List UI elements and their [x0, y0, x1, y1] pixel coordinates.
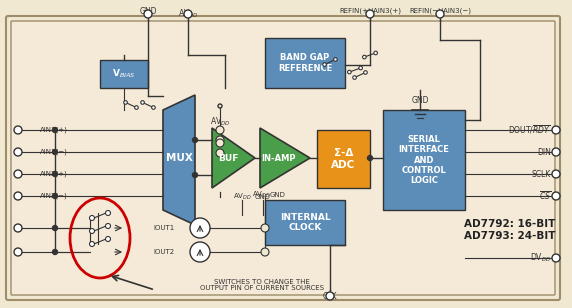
Circle shape [89, 229, 94, 233]
Circle shape [333, 58, 337, 61]
Circle shape [53, 172, 58, 176]
Text: GND: GND [255, 194, 271, 200]
Circle shape [348, 70, 351, 74]
Circle shape [14, 126, 22, 134]
Circle shape [105, 224, 110, 229]
FancyBboxPatch shape [6, 16, 560, 300]
Circle shape [14, 148, 22, 156]
Text: IN-AMP: IN-AMP [262, 153, 296, 163]
Circle shape [216, 126, 224, 134]
Text: CLK: CLK [323, 292, 337, 301]
Text: REFIN(+)/AIN3(+): REFIN(+)/AIN3(+) [339, 7, 401, 14]
Circle shape [552, 126, 560, 134]
Circle shape [193, 137, 197, 143]
Polygon shape [163, 95, 195, 225]
Circle shape [14, 224, 22, 232]
Text: IOUT1: IOUT1 [154, 225, 175, 231]
FancyBboxPatch shape [11, 21, 555, 295]
Text: AV$_{DD}$: AV$_{DD}$ [233, 192, 252, 202]
Circle shape [144, 10, 152, 18]
Text: DIN: DIN [537, 148, 551, 156]
Circle shape [367, 156, 372, 160]
Circle shape [261, 248, 269, 256]
Circle shape [374, 51, 378, 55]
Circle shape [552, 148, 560, 156]
Bar [265, 38, 345, 88]
Polygon shape [260, 128, 310, 188]
Text: AIN2(+): AIN2(+) [40, 171, 67, 177]
Circle shape [353, 76, 356, 79]
Circle shape [552, 192, 560, 200]
Circle shape [14, 248, 22, 256]
Circle shape [216, 149, 224, 157]
Circle shape [261, 224, 269, 232]
Text: AD7792: 16-BIT
AD7793: 24-BIT: AD7792: 16-BIT AD7793: 24-BIT [464, 219, 556, 241]
Text: AV$_{DD}$: AV$_{DD}$ [178, 7, 198, 19]
Circle shape [218, 104, 222, 108]
Circle shape [326, 292, 334, 300]
Text: DOUT/$\overline{RDY}$: DOUT/$\overline{RDY}$ [508, 124, 551, 136]
Text: DV$_{DD}$: DV$_{DD}$ [530, 252, 551, 264]
Circle shape [134, 106, 138, 109]
Circle shape [216, 139, 224, 147]
Circle shape [124, 101, 128, 104]
Text: GND: GND [270, 192, 286, 198]
Circle shape [105, 210, 110, 216]
Text: GND: GND [411, 95, 429, 104]
Text: AIN2(−): AIN2(−) [40, 193, 67, 199]
Circle shape [323, 63, 327, 66]
Circle shape [53, 149, 58, 155]
Text: AV$_{DD}$: AV$_{DD}$ [252, 190, 271, 200]
Text: Σ-Δ
ADC: Σ-Δ ADC [331, 148, 356, 170]
Text: BUF: BUF [218, 153, 238, 163]
Text: AV$_{DD}$: AV$_{DD}$ [210, 116, 231, 128]
Text: BAND GAP
REFERENCE: BAND GAP REFERENCE [278, 53, 332, 73]
Circle shape [193, 172, 197, 177]
Circle shape [363, 55, 366, 59]
Circle shape [53, 249, 58, 254]
Circle shape [552, 170, 560, 178]
Circle shape [190, 218, 210, 238]
Text: AIN1(+): AIN1(+) [40, 127, 68, 133]
Bar [317, 130, 370, 188]
Circle shape [105, 237, 110, 241]
Text: V$_{BIAS}$: V$_{BIAS}$ [112, 68, 136, 80]
Text: SCLK: SCLK [532, 169, 551, 179]
Bar [265, 200, 345, 245]
Circle shape [53, 225, 58, 230]
Circle shape [89, 241, 94, 246]
Circle shape [14, 192, 22, 200]
Circle shape [216, 136, 224, 144]
Bar [100, 60, 148, 88]
Circle shape [552, 254, 560, 262]
Text: SWITCHES TO CHANGE THE
OUTPUT PIN OF CURRENT SOURCES: SWITCHES TO CHANGE THE OUTPUT PIN OF CUR… [200, 278, 324, 291]
Text: INTERNAL
CLOCK: INTERNAL CLOCK [280, 213, 330, 232]
Circle shape [184, 10, 192, 18]
Circle shape [53, 193, 58, 198]
Text: REFIN(−)/AIN3(−): REFIN(−)/AIN3(−) [409, 7, 471, 14]
Text: $\overline{CS}$: $\overline{CS}$ [539, 190, 551, 202]
Circle shape [190, 242, 210, 262]
Circle shape [436, 10, 444, 18]
Circle shape [141, 101, 144, 104]
Polygon shape [212, 128, 255, 188]
Circle shape [359, 66, 363, 70]
Circle shape [364, 71, 367, 74]
Bar [383, 110, 465, 210]
Circle shape [14, 170, 22, 178]
Circle shape [366, 10, 374, 18]
Text: AIN1(−): AIN1(−) [40, 149, 68, 155]
Circle shape [53, 128, 58, 132]
Text: IOUT2: IOUT2 [154, 249, 175, 255]
Circle shape [89, 216, 94, 221]
Text: SERIAL
INTERFACE
AND
CONTROL
LOGIC: SERIAL INTERFACE AND CONTROL LOGIC [399, 135, 450, 185]
Text: GND: GND [139, 7, 157, 16]
Circle shape [152, 106, 155, 109]
Text: MUX: MUX [165, 153, 192, 163]
